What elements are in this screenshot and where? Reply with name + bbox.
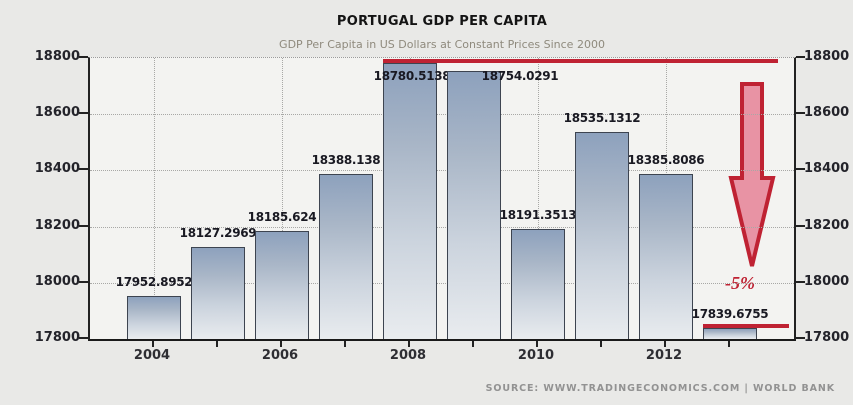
y-tick-left	[79, 280, 88, 283]
bar-value-label: 17839.6755	[691, 306, 769, 321]
y-tick-right	[796, 112, 805, 115]
gridline-horizontal	[90, 114, 794, 116]
bar-value-label: 18185.624	[247, 209, 317, 224]
bar-2005	[191, 247, 245, 339]
y-axis-label-left: 18200	[34, 217, 80, 233]
plot-area: -5% 17952.8952 18127.2969 18185.624 18388.1…	[88, 57, 796, 341]
y-axis-label-right: 17800	[804, 330, 850, 345]
x-tick	[216, 341, 218, 347]
peak-reference-line	[383, 59, 778, 64]
bar-2009	[447, 70, 501, 339]
x-tick	[728, 341, 730, 347]
y-axis-label-left: 18800	[34, 49, 80, 64]
y-tick-right	[796, 56, 805, 58]
gridline-horizontal	[90, 170, 794, 172]
gridline-horizontal	[90, 282, 794, 284]
bar-value-label: 18388.138	[311, 152, 381, 167]
chart-title: PORTUGAL GDP PER CAPITA	[336, 14, 548, 29]
y-tick-left	[79, 112, 88, 115]
x-axis-label: 2012	[645, 348, 683, 363]
x-tick	[280, 341, 282, 347]
bar-value-label: 18385.8086	[627, 153, 705, 168]
y-axis-label-right: 18000	[804, 273, 850, 289]
bar-value-label: 18535.1312	[563, 111, 641, 126]
y-tick-left	[79, 56, 88, 58]
x-tick	[152, 341, 154, 347]
bar-2007	[319, 173, 373, 339]
y-tick-left	[79, 224, 88, 227]
bar-value-label: 18754.0291	[481, 68, 559, 83]
current-level-line	[703, 323, 789, 328]
bar-2013	[703, 327, 757, 339]
y-axis-label-right: 18200	[804, 217, 850, 233]
bar-value-label: 18780.5138	[373, 69, 451, 84]
y-tick-right	[796, 337, 805, 339]
x-tick	[536, 341, 538, 347]
gridline-vertical	[154, 58, 155, 339]
x-tick	[472, 341, 474, 347]
down-arrow-icon	[726, 81, 778, 277]
bar-2006	[255, 230, 309, 339]
x-axis-label: 2004	[133, 348, 171, 363]
y-axis-label-left: 18000	[34, 273, 80, 289]
x-axis-label: 2010	[517, 348, 555, 363]
y-axis-label-left: 17800	[34, 330, 80, 345]
y-axis-label-left: 18400	[34, 161, 80, 177]
x-tick	[664, 341, 666, 347]
source-attribution: SOURCE: WWW.TRADINGECONOMICS.COM | WORLD…	[485, 383, 835, 394]
bar-value-label: 18191.3513	[499, 208, 577, 223]
y-axis-label-right: 18600	[804, 105, 850, 121]
y-tick-right	[796, 168, 805, 171]
x-axis-label: 2008	[389, 348, 427, 363]
bar-2004	[127, 296, 181, 339]
gridline-vertical	[282, 58, 283, 339]
gridline-horizontal	[90, 226, 794, 228]
y-axis-label-right: 18800	[804, 49, 850, 64]
y-axis-label-right: 18400	[804, 161, 850, 177]
y-axis-label-left: 18600	[34, 105, 80, 121]
gridline-vertical	[538, 58, 539, 339]
bar-2010	[511, 229, 565, 339]
y-tick-left	[79, 337, 88, 339]
bar-value-label: 17952.8952	[115, 275, 193, 290]
y-tick-left	[79, 168, 88, 171]
x-tick	[600, 341, 602, 347]
bar-2008	[383, 63, 437, 339]
x-axis-label: 2006	[261, 348, 299, 363]
x-tick	[344, 341, 346, 347]
y-tick-right	[796, 224, 805, 227]
x-tick	[408, 341, 410, 347]
chart-subtitle: GDP Per Capita in US Dollars at Constant…	[279, 38, 605, 51]
bar-value-label: 18127.2969	[179, 226, 257, 241]
bar-2012	[639, 174, 693, 339]
y-tick-right	[796, 280, 805, 283]
bar-2011	[575, 132, 629, 339]
